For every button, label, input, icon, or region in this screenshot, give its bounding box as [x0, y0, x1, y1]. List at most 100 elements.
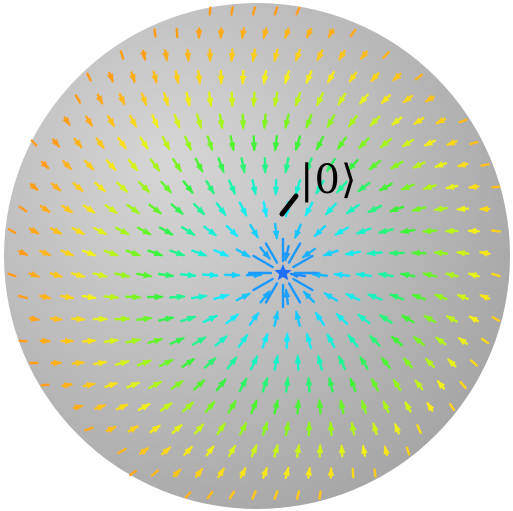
field-arrow [140, 49, 147, 62]
field-arrow [383, 445, 390, 457]
field-arrow [216, 422, 226, 436]
state-pointer [279, 193, 299, 217]
field-arrow [283, 332, 291, 350]
field-arrow [261, 376, 269, 393]
field-arrow [118, 92, 126, 106]
field-arrow [457, 337, 468, 346]
field-arrow [128, 469, 138, 477]
field-arrow [146, 293, 164, 301]
field-arrow [71, 359, 86, 367]
field-arrow [327, 70, 335, 84]
field-arrow [39, 204, 51, 214]
field-arrow [316, 443, 324, 458]
field-arrow [81, 337, 97, 345]
field-arrow [180, 315, 197, 323]
field-arrow [192, 379, 206, 391]
field-arrow [402, 94, 414, 104]
field-arrow [411, 161, 426, 169]
field-arrow [380, 94, 392, 105]
field-arrow [248, 311, 260, 326]
field-arrow [357, 181, 371, 193]
field-arrow [336, 180, 348, 194]
field-arrow [228, 490, 236, 500]
field-arrow [294, 48, 302, 62]
field-arrow [326, 158, 336, 173]
field-arrow [51, 138, 61, 148]
pole-arrow [264, 282, 279, 304]
field-arrow [238, 201, 248, 218]
field-arrow [399, 271, 416, 279]
field-arrow [182, 401, 195, 413]
field-arrow [360, 50, 369, 61]
field-arrow [39, 293, 52, 300]
field-arrow [333, 271, 351, 279]
field-arrow [206, 48, 214, 63]
field-arrow [370, 377, 380, 392]
field-arrow [228, 135, 236, 152]
field-arrow [337, 136, 347, 150]
field-arrow [239, 69, 247, 85]
field-arrow [249, 223, 259, 239]
field-arrow [272, 310, 280, 327]
field-arrow [50, 359, 63, 367]
field-arrow [478, 250, 491, 257]
field-arrow [93, 360, 108, 367]
field-arrow [28, 226, 40, 235]
field-arrow [191, 249, 208, 257]
field-arrow [344, 249, 361, 257]
field-arrow [283, 466, 290, 479]
field-arrow [114, 315, 131, 323]
field-arrow [213, 293, 230, 301]
field-arrow [378, 314, 393, 324]
field-arrow [456, 293, 469, 301]
field-arrow [195, 113, 203, 130]
field-arrow [305, 421, 313, 437]
field-arrow [305, 376, 313, 393]
field-arrow [326, 114, 336, 129]
field-arrow [444, 183, 459, 190]
field-arrow [410, 249, 427, 257]
field-arrow [173, 70, 180, 85]
field-arrow [151, 70, 158, 85]
field-arrow [92, 271, 109, 278]
field-arrow [39, 337, 52, 345]
field-arrow [61, 382, 74, 389]
field-arrow [136, 271, 153, 279]
field-arrow [103, 249, 120, 257]
field-arrow [388, 249, 405, 257]
field-arrow [445, 315, 458, 323]
field-arrow [470, 359, 478, 367]
field-arrow [206, 91, 214, 108]
field-arrow [414, 379, 424, 391]
field-arrow [40, 160, 50, 170]
field-arrow [377, 271, 394, 279]
field-arrow [184, 135, 192, 151]
field-arrow [206, 490, 214, 500]
field-arrow [491, 185, 501, 189]
field-arrow [272, 443, 279, 458]
field-arrow [162, 92, 170, 107]
field-arrow [337, 92, 347, 106]
field-arrow [85, 115, 93, 127]
field-arrow [191, 336, 207, 346]
field-arrow [206, 135, 214, 152]
field-arrow [73, 137, 83, 149]
field-arrow [294, 354, 302, 371]
field-arrow [240, 27, 247, 40]
field-arrow [208, 6, 212, 16]
field-arrow [136, 226, 152, 236]
field-arrow [455, 250, 470, 257]
field-arrow [377, 227, 394, 235]
field-arrow [125, 293, 142, 301]
field-arrow [348, 71, 358, 83]
field-arrow [316, 49, 324, 62]
field-arrow [39, 249, 52, 257]
field-arrow [294, 179, 302, 196]
field-arrow [149, 158, 161, 172]
field-arrow [237, 333, 249, 348]
pole-arrow [252, 277, 274, 292]
field-arrow [294, 223, 302, 240]
field-arrow [433, 293, 448, 301]
field-arrow [283, 156, 291, 174]
field-arrow [358, 137, 370, 150]
